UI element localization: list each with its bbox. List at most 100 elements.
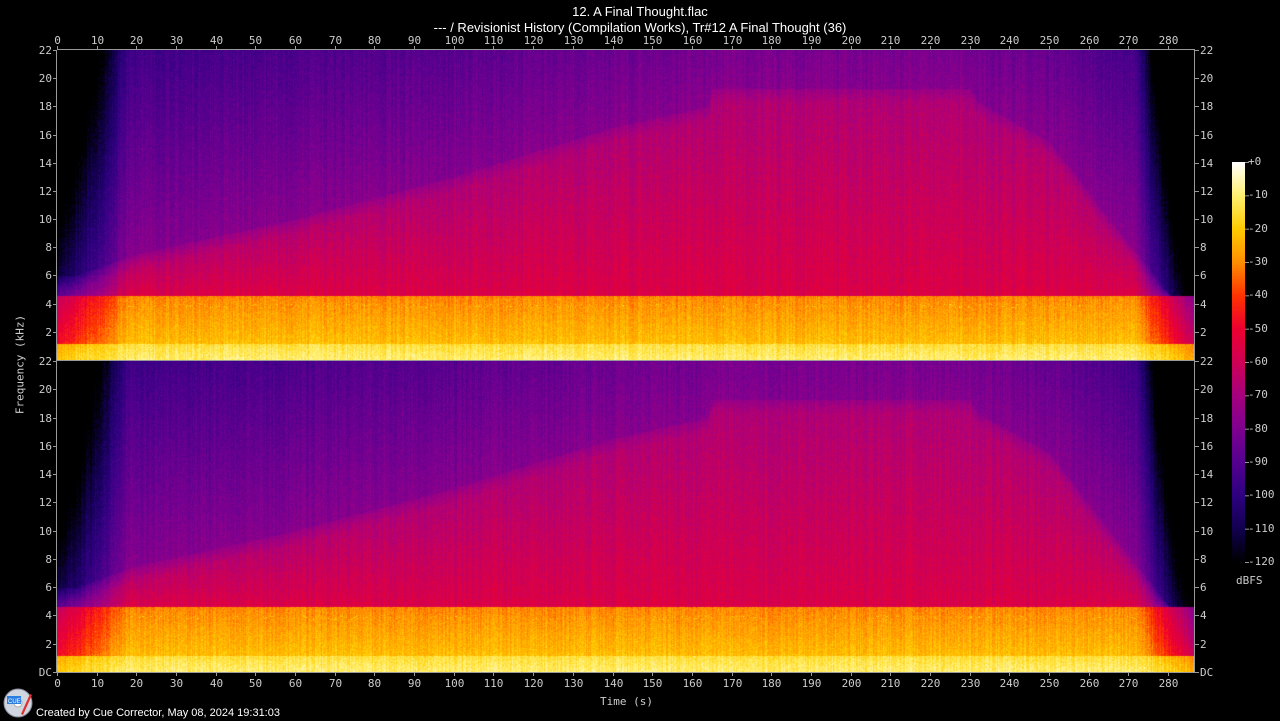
x-tick-label-top: 130 (563, 34, 584, 47)
x-tick-label-bottom: 150 (642, 677, 663, 690)
x-tick-label-bottom: 190 (801, 677, 822, 690)
y-tick-label-right: 2 (1200, 325, 1207, 339)
colorbar-tick-label: -40 (1248, 288, 1268, 302)
y-axis-label: Frequency (kHz) (13, 314, 27, 415)
x-tick-label-top: 250 (1039, 34, 1060, 47)
colorbar-tick-label: -70 (1248, 388, 1268, 402)
x-tick-label-top: 280 (1158, 34, 1179, 47)
y-tick-label-right: 2 (1200, 637, 1207, 651)
y-tick-label-right: 14 (1200, 467, 1214, 481)
y-tick-label-left: 22 (38, 43, 52, 57)
x-tick-label-bottom: 260 (1079, 677, 1100, 690)
x-tick-label-top: 260 (1079, 34, 1100, 47)
y-tick-label-left: 10 (38, 524, 52, 538)
chart-title: 12. A Final Thought.flac (572, 4, 708, 19)
y-tick-label-left: 2 (45, 637, 52, 651)
footer-credit: Created by Cue Corrector, May 08, 2024 1… (36, 707, 280, 719)
x-tick-label-top: 0 (54, 34, 61, 47)
y-tick-label-left: 6 (45, 580, 52, 594)
x-tick-label-top: 50 (248, 34, 263, 47)
y-tick-label-left: 4 (45, 297, 52, 311)
y-tick-label-right: 18 (1200, 99, 1214, 113)
x-tick-label-top: 30 (169, 34, 184, 47)
colorbar-tick-label: -10 (1248, 188, 1268, 202)
colorbar (1232, 162, 1245, 562)
x-tick-label-top: 230 (960, 34, 981, 47)
x-tick-label-bottom: 270 (1118, 677, 1139, 690)
y-tick-label-right: 4 (1200, 608, 1207, 622)
x-tick-label-bottom: 170 (722, 677, 743, 690)
y-tick-label-left: 4 (45, 608, 52, 622)
spectrogram-channel-1 (57, 50, 1194, 360)
y-tick-label-right: 12 (1200, 184, 1214, 198)
x-tick-label-bottom: 220 (920, 677, 941, 690)
x-tick-label-bottom: 80 (367, 677, 382, 690)
x-tick-label-bottom: 110 (483, 677, 504, 690)
colorbar-tick-label: -20 (1248, 221, 1268, 235)
y-tick-label-left: 8 (45, 240, 52, 254)
y-tick-label-left: 16 (38, 439, 52, 453)
y-tick-label-right: 8 (1200, 240, 1207, 254)
x-tick-label-bottom: 30 (169, 677, 184, 690)
x-tick-label-top: 110 (483, 34, 504, 47)
x-tick-label-top: 60 (288, 34, 303, 47)
colorbar-tick-label: +0 (1248, 155, 1262, 168)
y-tick-label-left: 14 (38, 467, 52, 481)
y-tick-label-right: DC (1200, 665, 1214, 679)
chart-subtitle: --- / Revisionist History (Compilation W… (433, 20, 847, 35)
y-tick-label-right: 14 (1200, 156, 1214, 170)
x-axis-label: Time (s) (600, 695, 653, 708)
y-tick-label-left: 20 (38, 382, 52, 396)
x-tick-label-bottom: 10 (90, 677, 105, 690)
y-tick-label-right: 8 (1200, 552, 1207, 566)
x-tick-label-bottom: 70 (328, 677, 343, 690)
y-tick-label-left: 6 (45, 268, 52, 282)
y-tick-label-right: 16 (1200, 128, 1214, 142)
y-tick-label-right: 20 (1200, 71, 1214, 85)
x-tick-label-top: 210 (880, 34, 901, 47)
x-tick-label-bottom: 120 (523, 677, 544, 690)
y-tick-label-left: 10 (38, 212, 52, 226)
colorbar-tick-label: -90 (1248, 455, 1268, 468)
colorbar-tick-label: -100 (1248, 488, 1275, 502)
svg-text:CUE: CUE (8, 699, 21, 705)
spectrogram-channel-2 (57, 361, 1194, 672)
x-tick-label-bottom: 160 (682, 677, 703, 690)
x-tick-label-bottom: 180 (761, 677, 782, 690)
colorbar-tick-label: -120 (1248, 555, 1275, 568)
x-tick-label-bottom: 200 (841, 677, 862, 690)
y-tick-label-right: 22 (1200, 354, 1214, 368)
y-tick-label-left: 16 (38, 128, 52, 142)
y-tick-label-left: 18 (38, 99, 52, 113)
colorbar-tick-label: -60 (1248, 355, 1268, 368)
x-tick-label-top: 160 (682, 34, 703, 47)
x-tick-label-top: 90 (407, 34, 422, 47)
y-tick-label-left: 18 (38, 411, 52, 425)
y-tick-label-right: 12 (1200, 495, 1214, 509)
colorbar-tick-label: -50 (1248, 321, 1268, 335)
x-tick-label-bottom: 140 (603, 677, 624, 690)
x-tick-label-top: 120 (523, 34, 544, 47)
x-tick-label-top: 180 (761, 34, 782, 47)
x-tick-label-bottom: 40 (209, 677, 224, 690)
x-tick-label-top: 20 (129, 34, 144, 47)
y-tick-label-left: 2 (45, 325, 52, 339)
y-tick-label-right: 22 (1200, 43, 1214, 57)
y-tick-label-left: 8 (45, 552, 52, 566)
colorbar-label: dBFS (1236, 574, 1263, 587)
y-tick-label-right: 6 (1200, 268, 1207, 282)
x-tick-label-bottom: 130 (563, 677, 584, 690)
x-tick-label-top: 100 (444, 34, 465, 47)
y-tick-label-left: DC (38, 665, 52, 679)
x-tick-label-top: 220 (920, 34, 941, 47)
x-tick-label-bottom: 60 (288, 677, 303, 690)
x-tick-label-bottom: 230 (960, 677, 981, 690)
x-tick-label-top: 150 (642, 34, 663, 47)
x-tick-label-top: 270 (1118, 34, 1139, 47)
y-tick-label-right: 4 (1200, 297, 1207, 311)
y-tick-label-left: 14 (38, 156, 52, 170)
y-tick-label-left: 20 (38, 71, 52, 85)
x-tick-label-bottom: 240 (999, 677, 1020, 690)
x-tick-label-bottom: 210 (880, 677, 901, 690)
